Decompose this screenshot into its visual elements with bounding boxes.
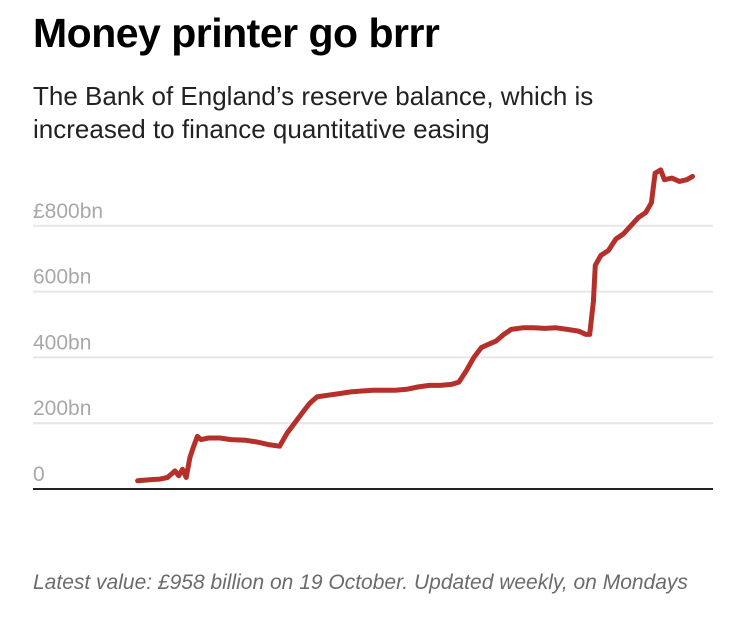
gridlines <box>33 224 713 425</box>
y-tick-label: 600bn <box>33 266 91 289</box>
series-line-reserve-balance <box>135 167 695 484</box>
footnote: Latest value: £958 billion on 19 October… <box>33 571 688 594</box>
chart-subtitle: The Bank of England’s reserve balance, w… <box>33 81 594 144</box>
chart-title: Money printer go brrr <box>33 10 440 56</box>
y-tick-label: 200bn <box>33 397 91 420</box>
y-axis-ticks: 0 200bn 400bn 600bn £800bn <box>33 200 103 486</box>
y-tick-label: 0 <box>33 463 45 486</box>
y-tick-label: 400bn <box>33 331 91 354</box>
y-tick-label: £800bn <box>33 200 103 223</box>
